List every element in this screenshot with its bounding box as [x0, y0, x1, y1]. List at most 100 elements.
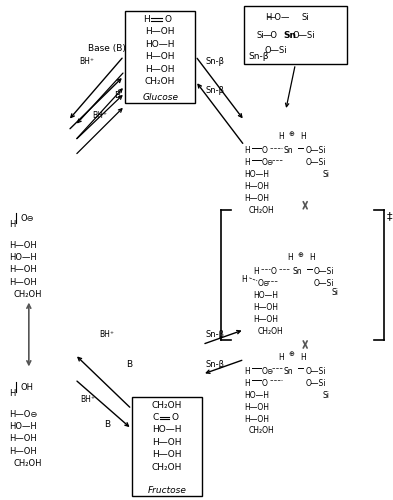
Text: H: H	[309, 254, 315, 262]
Text: Sn: Sn	[284, 367, 293, 376]
Text: —O—: —O—	[266, 13, 290, 22]
Text: O: O	[165, 15, 171, 24]
Text: O—Si: O—Si	[305, 379, 326, 388]
Text: CH₂OH: CH₂OH	[13, 290, 42, 299]
Text: B: B	[104, 420, 110, 428]
Text: ‡: ‡	[387, 211, 392, 221]
Text: Si: Si	[257, 30, 264, 40]
Bar	[244, 6, 347, 64]
Text: O—Si: O—Si	[265, 46, 288, 54]
Text: O—Si: O—Si	[305, 367, 326, 376]
Text: B: B	[114, 92, 120, 100]
Text: CH₂OH: CH₂OH	[248, 206, 274, 214]
Text: Sn-β: Sn-β	[248, 52, 269, 60]
Text: BH⁺: BH⁺	[100, 330, 115, 339]
Text: H—OH: H—OH	[9, 434, 37, 444]
Text: H: H	[279, 353, 285, 362]
Text: H—OH: H—OH	[145, 64, 175, 74]
Text: H: H	[9, 389, 16, 398]
Text: O⊖: O⊖	[262, 367, 274, 376]
Text: H—OH: H—OH	[145, 27, 175, 36]
Text: H: H	[300, 132, 306, 141]
Text: HO—H: HO—H	[152, 426, 182, 434]
Text: O: O	[262, 146, 268, 155]
Text: Fructose: Fructose	[148, 486, 186, 495]
Text: Sn: Sn	[292, 268, 302, 276]
Text: H: H	[265, 13, 272, 22]
Text: HO—H: HO—H	[244, 390, 270, 400]
Bar	[125, 12, 195, 103]
Text: O: O	[171, 413, 178, 422]
Text: H: H	[253, 268, 259, 276]
Text: ⊕: ⊕	[288, 352, 294, 358]
Text: Si: Si	[332, 288, 339, 298]
Text: CH₂OH: CH₂OH	[152, 463, 182, 472]
Text: Sn-β: Sn-β	[206, 360, 224, 369]
Text: O: O	[271, 268, 277, 276]
Text: Si: Si	[323, 170, 330, 179]
Text: Sn: Sn	[283, 30, 296, 40]
Text: HO—H: HO—H	[9, 253, 37, 262]
Text: H: H	[279, 132, 285, 141]
Text: HO—H: HO—H	[9, 422, 37, 431]
Text: H: H	[244, 158, 250, 167]
Text: H: H	[244, 146, 250, 155]
Text: —O: —O	[263, 30, 278, 40]
Text: HO—H: HO—H	[244, 170, 270, 179]
Text: H—OH: H—OH	[244, 182, 270, 191]
Text: H: H	[9, 220, 16, 229]
Text: BH⁺: BH⁺	[80, 394, 95, 404]
Text: CH₂OH: CH₂OH	[145, 77, 175, 86]
Text: C: C	[152, 413, 158, 422]
Text: O⊖: O⊖	[21, 214, 35, 223]
Text: H: H	[244, 379, 250, 388]
Text: Glucose: Glucose	[142, 94, 178, 102]
Text: H: H	[241, 276, 247, 284]
Text: OH: OH	[21, 383, 34, 392]
Text: H: H	[288, 254, 293, 262]
Text: O—Si: O—Si	[305, 158, 326, 167]
Text: ⊕: ⊕	[288, 130, 294, 136]
Text: Si: Si	[323, 390, 330, 400]
Text: H—OH: H—OH	[253, 303, 278, 312]
Text: H—OH: H—OH	[9, 266, 37, 274]
Text: H—OH: H—OH	[145, 52, 175, 61]
Text: Si: Si	[302, 13, 310, 22]
Text: H: H	[143, 15, 150, 24]
Text: H: H	[244, 367, 250, 376]
Text: O—Si: O—Si	[305, 146, 326, 155]
Text: O—Si: O—Si	[314, 268, 334, 276]
Text: O—Si: O—Si	[314, 280, 334, 288]
Text: H—OH: H—OH	[244, 414, 270, 424]
Text: H—OH: H—OH	[244, 402, 270, 411]
Text: CH₂OH: CH₂OH	[257, 327, 283, 336]
Text: H: H	[300, 353, 306, 362]
Text: B: B	[126, 360, 132, 369]
Text: H—O⊖: H—O⊖	[9, 410, 38, 418]
Text: H—OH: H—OH	[9, 240, 37, 250]
Text: H—OH: H—OH	[244, 194, 270, 203]
Text: CH₂OH: CH₂OH	[152, 400, 182, 409]
Text: Sn-β: Sn-β	[206, 86, 224, 96]
Bar	[132, 397, 202, 496]
Text: ⊕: ⊕	[298, 252, 303, 258]
Text: HO—H: HO—H	[145, 40, 175, 48]
Text: H—OH: H—OH	[253, 315, 278, 324]
Text: O—Si: O—Si	[292, 30, 315, 40]
Text: H—OH: H—OH	[152, 438, 182, 447]
Text: Sn: Sn	[284, 146, 293, 155]
Text: O⊖: O⊖	[262, 158, 274, 167]
Text: BH⁺: BH⁺	[79, 56, 94, 66]
Text: CH₂OH: CH₂OH	[248, 426, 274, 436]
Text: O: O	[262, 379, 268, 388]
Text: BH⁺: BH⁺	[92, 112, 107, 120]
Text: HO—H: HO—H	[253, 291, 278, 300]
Text: H—OH: H—OH	[152, 450, 182, 460]
Text: H—OH: H—OH	[9, 278, 37, 287]
Text: H—OH: H—OH	[9, 447, 37, 456]
Text: CH₂OH: CH₂OH	[13, 460, 42, 468]
Text: Base (B): Base (B)	[88, 44, 126, 52]
Text: Sn-β: Sn-β	[206, 330, 224, 339]
Text: Sn-β: Sn-β	[206, 56, 224, 66]
Text: O⊖: O⊖	[257, 280, 270, 288]
